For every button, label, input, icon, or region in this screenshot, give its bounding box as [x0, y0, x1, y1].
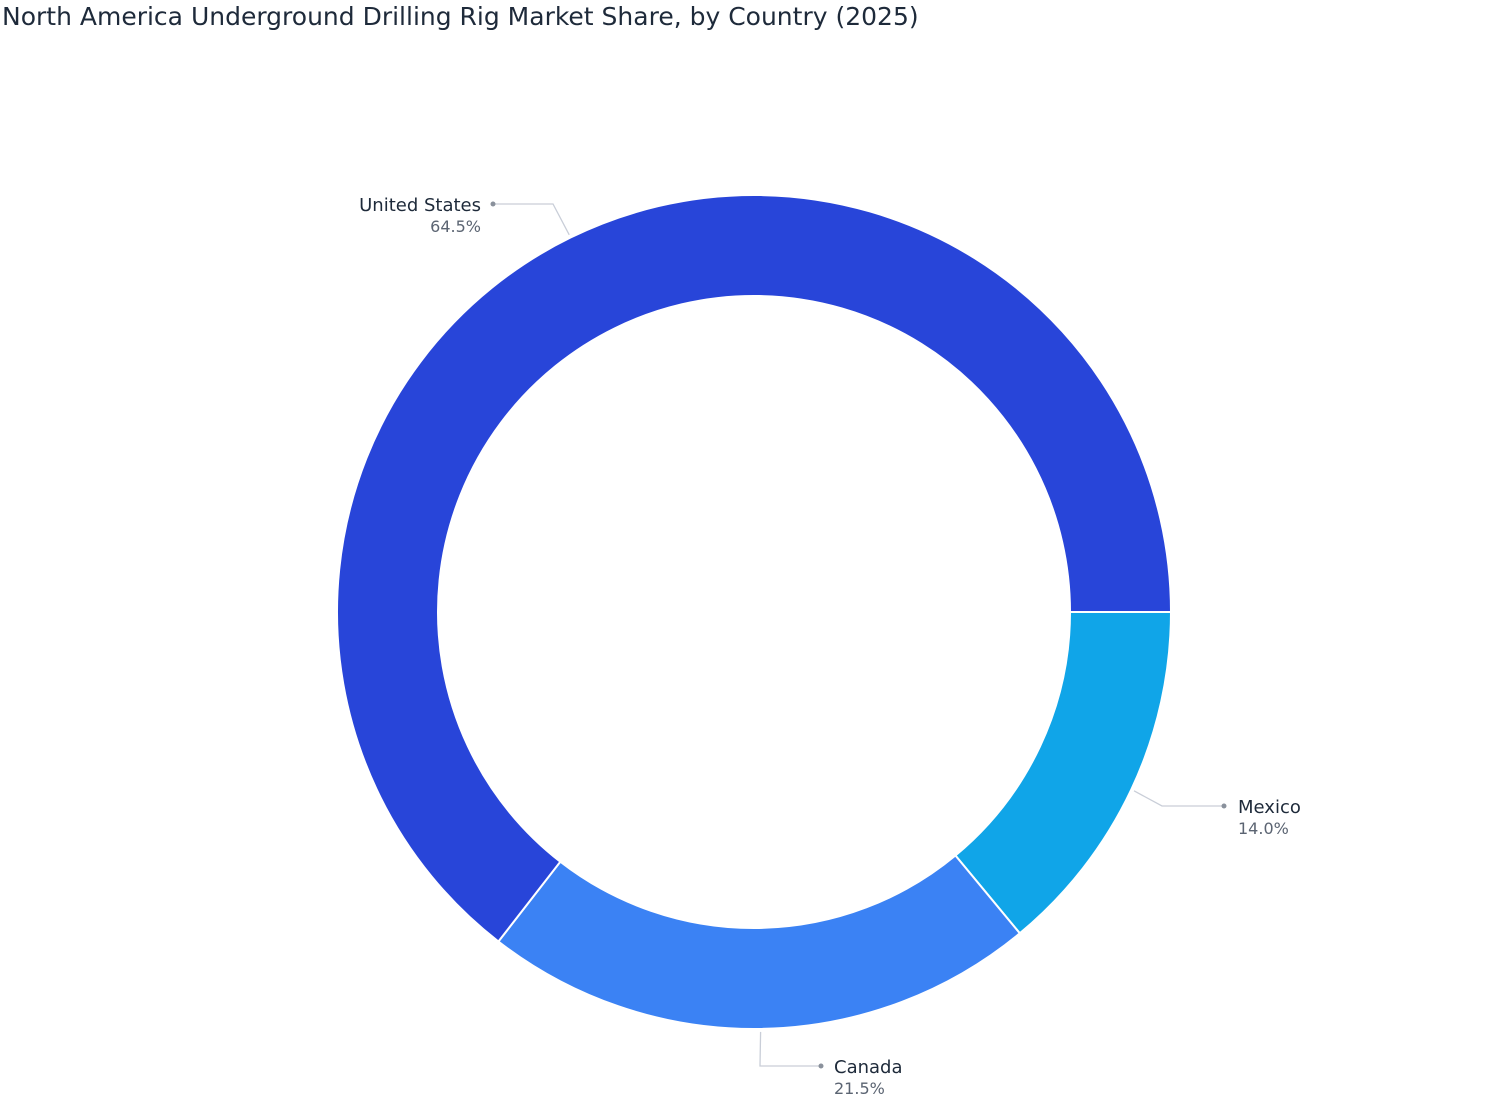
connector-canada [759, 1031, 821, 1067]
slice-label-mexico: Mexico [1238, 797, 1301, 818]
slice-mexico[interactable] [954, 611, 1173, 935]
slice-value-canada: 21.5% [834, 1079, 885, 1098]
slice-label-united-states: United States [359, 195, 481, 216]
connector-united-states [493, 203, 570, 236]
slice-canada[interactable] [497, 854, 1022, 1030]
connector-dot-united-states [490, 201, 496, 207]
slice-value-united-states: 64.5% [430, 217, 481, 236]
connector-mexico [1133, 790, 1224, 807]
donut-slices [336, 194, 1173, 1030]
chart-title: North America Underground Drilling Rig M… [2, 2, 919, 31]
slice-label-canada: Canada [834, 1057, 903, 1078]
slice-united-states[interactable] [336, 194, 1173, 943]
connector-dot-mexico [1221, 803, 1227, 809]
slice-value-mexico: 14.0% [1238, 819, 1289, 838]
connector-dot-canada [818, 1063, 824, 1069]
